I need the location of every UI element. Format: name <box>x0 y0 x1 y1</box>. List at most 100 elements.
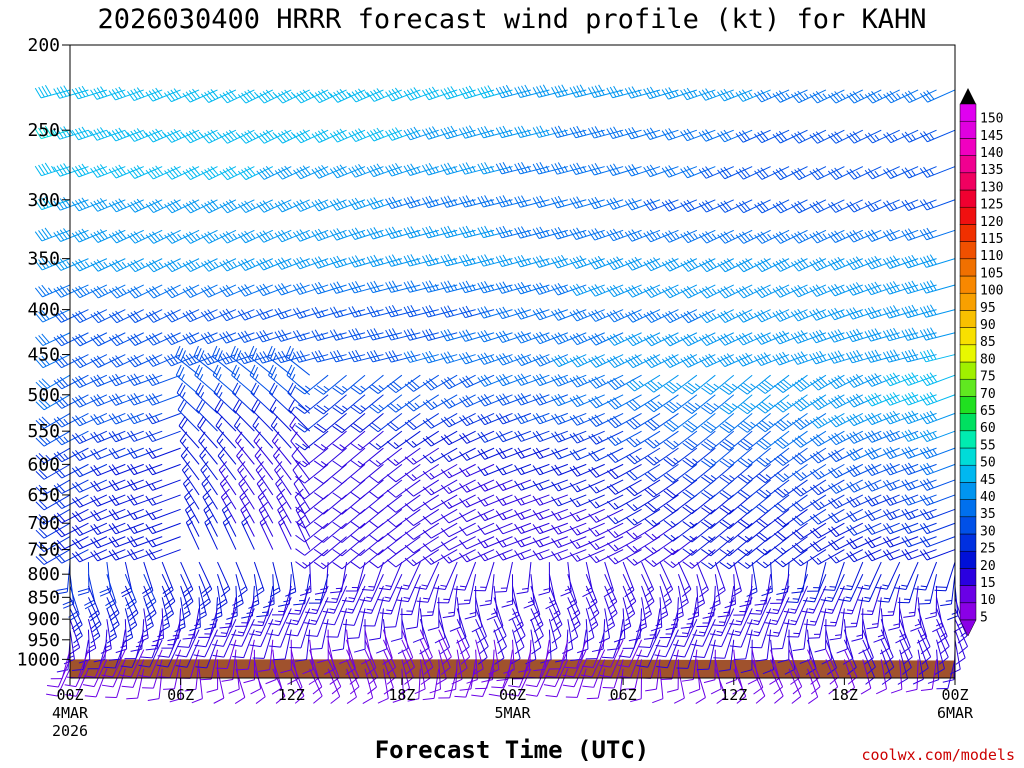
barb-shaft <box>341 522 366 543</box>
barb-full <box>118 198 127 208</box>
barb-full <box>90 336 99 347</box>
barb-shaft <box>617 619 624 649</box>
barb-full <box>255 696 266 704</box>
barb-full <box>108 432 117 443</box>
barb-full <box>230 345 236 357</box>
barb-shaft <box>186 639 200 668</box>
barb-half <box>423 597 430 600</box>
barb-full <box>576 308 584 319</box>
wind-barb <box>493 629 505 665</box>
barb-full <box>333 306 340 317</box>
barb-full <box>350 535 361 543</box>
barb-shaft <box>226 639 237 669</box>
barb-shaft <box>554 659 569 687</box>
barb-shaft <box>152 659 163 689</box>
barb-full <box>195 666 207 669</box>
barb-full <box>514 197 521 208</box>
barb-full <box>631 229 639 240</box>
barb-full <box>532 87 540 98</box>
barb-full <box>477 525 486 535</box>
barb-half <box>594 515 600 522</box>
barb-shaft <box>567 585 581 614</box>
barb-full <box>370 350 377 362</box>
barb-full <box>388 227 396 238</box>
barb-full <box>388 165 396 176</box>
barb-full <box>458 196 466 208</box>
barb-full <box>454 695 466 698</box>
barb-full <box>631 285 640 295</box>
barb-half <box>236 422 241 429</box>
wind-barb <box>35 463 71 480</box>
barb-shaft <box>520 229 550 239</box>
barb-full <box>350 561 361 569</box>
barb-shaft <box>152 494 181 506</box>
barb-full <box>428 328 436 339</box>
wind-barb <box>608 668 624 701</box>
wind-barb <box>325 574 348 603</box>
wind-barb <box>46 668 71 697</box>
wind-barb <box>606 126 642 139</box>
barb-full <box>661 288 671 299</box>
barb-full <box>385 351 392 363</box>
barb-full <box>314 167 323 178</box>
barb-shaft <box>517 668 532 697</box>
wind-barb <box>198 608 218 638</box>
barb-half <box>357 309 362 316</box>
barb-half <box>311 608 318 611</box>
barb-full <box>96 355 105 365</box>
barb-full <box>385 306 392 318</box>
barb-full <box>170 167 179 177</box>
barb-shaft <box>557 129 587 139</box>
barb-full <box>625 421 635 430</box>
barb-shaft <box>650 284 679 298</box>
wind-barb <box>403 87 439 101</box>
barb-shaft <box>438 629 452 658</box>
barb-shaft <box>438 618 451 648</box>
barb-full <box>422 227 429 239</box>
barb-full <box>644 558 655 567</box>
barb-half <box>324 231 329 238</box>
barb-full <box>613 163 621 174</box>
barb-full <box>108 262 118 272</box>
barb-full <box>443 397 453 408</box>
barb-full <box>194 364 201 376</box>
barb-shaft <box>557 199 587 209</box>
barb-full <box>244 330 252 341</box>
barb-full <box>241 514 251 523</box>
barb-shaft <box>576 494 605 508</box>
barb-shaft <box>446 199 476 208</box>
barb-shaft <box>226 332 255 344</box>
barb-full <box>111 167 120 177</box>
barb-half <box>557 499 562 505</box>
barb-full <box>495 510 504 521</box>
barb-full <box>216 402 224 413</box>
barb-full <box>148 311 158 322</box>
barb-shaft <box>97 412 126 426</box>
barb-full <box>594 414 603 424</box>
wind-barb <box>198 574 211 610</box>
wind-barb <box>157 629 182 658</box>
wind-barb <box>588 508 624 523</box>
barb-shaft <box>273 455 292 481</box>
barb-full <box>378 587 391 591</box>
barb-full <box>90 262 99 272</box>
barb-shaft <box>87 585 100 615</box>
barb-half <box>151 513 157 519</box>
barb-full <box>669 401 679 410</box>
wind-barb <box>177 618 200 648</box>
barb-shaft <box>316 585 329 614</box>
wind-barb <box>198 431 218 465</box>
barb-full <box>462 415 471 425</box>
barb-shaft <box>377 479 403 499</box>
barb-shaft <box>557 258 587 269</box>
barb-shaft <box>520 258 550 268</box>
wind-barb <box>659 574 673 610</box>
barb-full <box>219 170 228 181</box>
barb-half <box>275 453 280 459</box>
wind-barb <box>348 255 384 268</box>
barb-full <box>313 507 324 515</box>
barb-full <box>465 162 473 173</box>
wind-barb <box>184 501 200 537</box>
barb-shaft <box>455 659 458 690</box>
wind-barb <box>551 84 587 98</box>
